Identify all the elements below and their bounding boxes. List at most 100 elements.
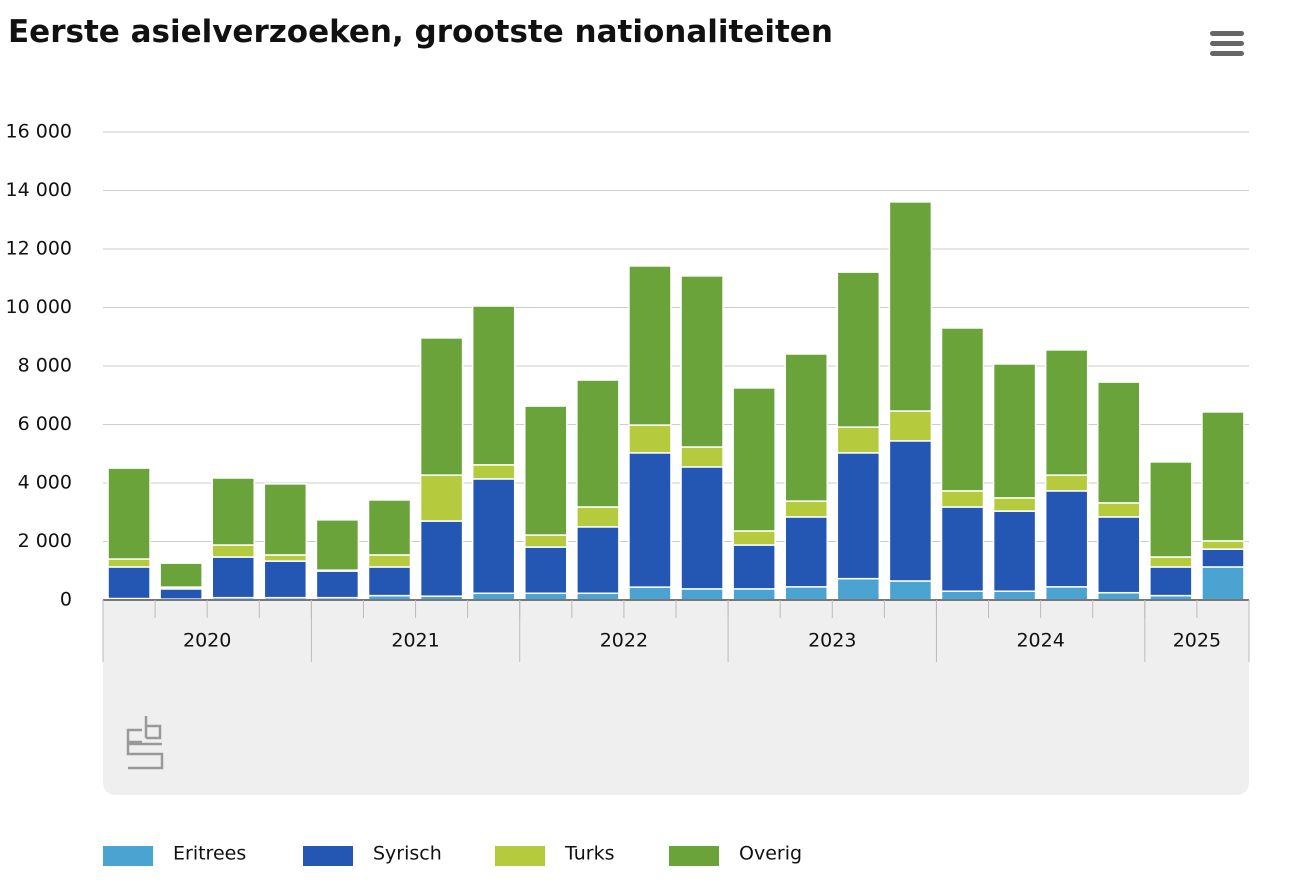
bar-segment — [576, 506, 620, 528]
bar-segment — [471, 592, 516, 601]
bar-segment — [1097, 502, 1141, 518]
bar-segment — [524, 405, 568, 536]
bar-segment — [263, 554, 308, 562]
bar-segment — [107, 558, 151, 568]
bar-segment — [419, 474, 464, 522]
y-tick-label: 8 000 — [18, 355, 72, 377]
x-group-label: 2021 — [391, 630, 439, 652]
x-group-label: 2025 — [1173, 630, 1221, 652]
bar-segment — [1149, 566, 1193, 597]
x-group-label: 2024 — [1016, 630, 1064, 652]
bar-segment — [836, 452, 881, 580]
x-group-label: 2022 — [600, 630, 648, 652]
y-tick-label: 16 000 — [6, 121, 72, 143]
legend-label: Turks — [564, 843, 614, 865]
bar-segment — [1201, 566, 1245, 601]
bar-segment — [576, 379, 620, 508]
bar-segment — [524, 546, 568, 595]
x-group-label: 2020 — [183, 630, 231, 652]
bar-segment — [836, 426, 881, 454]
bar-segment — [680, 466, 724, 590]
y-tick-label: 2 000 — [18, 530, 72, 552]
menu-bar[interactable] — [1210, 51, 1244, 56]
bar-segment — [107, 467, 151, 560]
bar-segment — [576, 592, 620, 601]
menu-icon[interactable] — [1210, 31, 1244, 56]
bar-segment — [628, 265, 672, 426]
legend-label: Syrisch — [373, 843, 442, 865]
bar-segment — [1044, 349, 1089, 476]
bar-segment — [471, 464, 516, 480]
bar-segment — [680, 446, 724, 468]
bar-segment — [1044, 490, 1089, 588]
axis-panel — [103, 600, 1249, 795]
bar-segment — [628, 586, 672, 601]
bar-segment — [576, 526, 620, 595]
bar-segment — [524, 592, 568, 601]
bar-segment — [680, 588, 724, 601]
legend-swatch — [495, 846, 545, 866]
bar-segment — [732, 530, 776, 546]
bar-segment — [836, 577, 881, 601]
bar-segment — [888, 580, 933, 601]
bar-segment — [784, 500, 828, 518]
bar-segment — [628, 452, 672, 588]
bar-segment — [524, 534, 568, 548]
bar-segment — [888, 201, 933, 412]
bar-segment — [680, 275, 724, 448]
bar-segment — [992, 363, 1037, 499]
legend-swatch — [103, 846, 153, 866]
bar-segment — [211, 477, 255, 546]
y-tick-label: 12 000 — [6, 238, 72, 260]
bar-segment — [159, 562, 203, 588]
legend-swatch — [303, 846, 353, 866]
bar-segment — [1149, 461, 1193, 558]
bar-segment — [732, 544, 776, 590]
bar-segment — [732, 387, 776, 532]
bar-segment — [1044, 474, 1089, 492]
y-tick-label: 14 000 — [6, 179, 72, 201]
x-group-label: 2023 — [808, 630, 856, 652]
bar-segment — [888, 410, 933, 442]
bar-segment — [263, 483, 308, 556]
bar-segment — [159, 588, 203, 600]
menu-bar[interactable] — [1210, 31, 1244, 36]
chart-title: Eerste asielverzoeken, grootste national… — [8, 14, 833, 50]
bar-segment — [628, 424, 672, 454]
y-tick-label: 10 000 — [6, 296, 72, 318]
legend-swatch — [669, 846, 719, 866]
bar-segment — [315, 570, 360, 599]
bar-segment — [784, 586, 828, 601]
bar-segment — [940, 506, 985, 592]
bar-segment — [107, 566, 151, 600]
bar-segment — [419, 520, 464, 597]
bar-segment — [836, 271, 881, 428]
y-tick-label: 6 000 — [18, 413, 72, 435]
bar-segment — [1097, 591, 1141, 601]
y-tick-label: 4 000 — [18, 472, 72, 494]
bar-segment — [471, 478, 516, 595]
bar-segment — [1201, 548, 1245, 568]
y-tick-label: 0 — [60, 589, 72, 611]
legend-label: Eritrees — [173, 843, 246, 865]
bar-segment — [367, 499, 412, 556]
bar-segment — [888, 440, 933, 582]
cbs-logo — [126, 716, 164, 770]
bar-segment — [419, 337, 464, 476]
legend-label: Overig — [739, 843, 802, 865]
bar-segment — [263, 560, 308, 599]
bar-segment — [940, 490, 985, 508]
bar-segment — [1201, 540, 1245, 550]
bar-segment — [732, 588, 776, 601]
bar-segment — [992, 590, 1037, 601]
bar-segment — [784, 516, 828, 588]
bar-segment — [315, 519, 360, 571]
bar-segment — [1097, 381, 1141, 504]
bar-segment — [1044, 586, 1089, 601]
bar-segment — [992, 497, 1037, 512]
bar-segment — [211, 556, 255, 599]
bar-segment — [471, 305, 516, 466]
bar-segment — [1149, 556, 1193, 568]
menu-bar[interactable] — [1210, 41, 1244, 46]
